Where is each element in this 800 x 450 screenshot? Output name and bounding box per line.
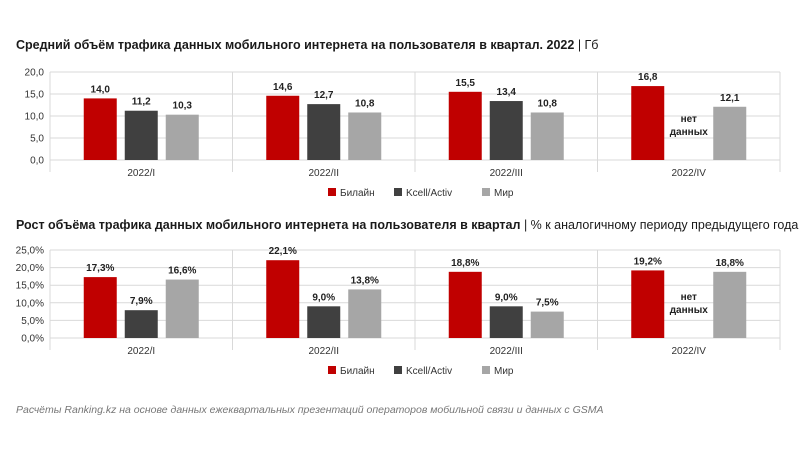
bar-Kcell/Activ: [489, 306, 523, 338]
legend-swatch: [394, 188, 402, 196]
bar-Билайн: [448, 271, 482, 338]
legend-swatch: [328, 188, 336, 196]
data-label: 10,8: [355, 98, 375, 109]
data-label: 18,8%: [716, 258, 744, 269]
x-tick-label: 2022/II: [308, 346, 339, 357]
legend-label: Мир: [494, 366, 514, 377]
bar-Мир: [165, 279, 199, 338]
chart-2-title-text: Рост объёма трафика данных мобильного ин…: [16, 218, 521, 232]
bar-Билайн: [631, 86, 665, 160]
no-data-label: нет данных: [670, 292, 709, 316]
bar-Мир: [713, 106, 747, 160]
data-label: 12,1: [720, 93, 740, 104]
bar-Kcell/Activ: [307, 306, 341, 338]
y-tick-label: 20,0: [25, 68, 45, 79]
data-label: 22,1%: [269, 246, 297, 257]
data-label: 7,5%: [536, 298, 559, 309]
x-tick-label: 2022/II: [308, 168, 339, 179]
x-tick-label: 2022/I: [127, 168, 155, 179]
data-label: 9,0%: [312, 292, 335, 303]
bar-Kcell/Activ: [307, 104, 341, 160]
legend-label: Kcell/Activ: [406, 188, 452, 199]
data-label: 13,4: [497, 87, 517, 98]
y-tick-label: 5,0: [30, 134, 44, 145]
x-tick-label: 2022/III: [490, 346, 523, 357]
bar-Kcell/Activ: [124, 110, 158, 160]
x-tick-label: 2022/IV: [672, 168, 707, 179]
x-tick-label: 2022/IV: [672, 346, 707, 357]
data-label: 14,0: [91, 84, 111, 95]
traffic-growth-chart: 0,0% 5,0% 10,0% 15,0% 20,0% 25,0% 17,3% 7,9% 16,…: [16, 246, 781, 377]
bar-Билайн: [83, 277, 117, 338]
bar-Мир: [348, 112, 382, 160]
chart-1-title-text: Средний объём трафика данных мобильного …: [16, 38, 575, 52]
legend-label: Мир: [494, 188, 514, 199]
bar-Kcell/Activ: [489, 101, 523, 160]
no-data-label: нет данных: [670, 114, 709, 138]
legend-label: Kcell/Activ: [406, 366, 452, 377]
bar-Мир: [348, 289, 382, 338]
data-label: 10,3: [173, 101, 193, 112]
data-label: 9,0%: [495, 292, 518, 303]
data-label: 19,2%: [634, 256, 662, 267]
bar-Билайн: [266, 95, 300, 160]
y-tick-label: 0,0: [30, 156, 44, 167]
bar-Мир: [165, 114, 199, 160]
chart-2-title: Рост объёма трафика данных мобильного ин…: [16, 218, 798, 232]
y-tick-label: 5,0%: [21, 316, 44, 327]
data-label: 17,3%: [86, 263, 114, 274]
data-label: 11,2: [132, 97, 151, 108]
data-label: 16,6%: [168, 266, 196, 277]
legend-label: Билайн: [340, 188, 375, 199]
data-label: 10,8: [538, 98, 558, 109]
y-tick-label: 20,0%: [16, 263, 44, 274]
y-tick-label: 0,0%: [21, 334, 44, 345]
data-label: 18,8%: [451, 258, 479, 269]
data-label: 14,6: [273, 82, 293, 93]
bar-Мир: [530, 112, 564, 160]
bar-Мир: [713, 271, 747, 338]
legend-label: Билайн: [340, 366, 375, 377]
chart-1-title: Средний объём трафика данных мобильного …: [16, 38, 598, 52]
y-tick-label: 25,0%: [16, 246, 44, 257]
legend-swatch: [394, 366, 402, 374]
legend-swatch: [482, 366, 490, 374]
bar-Билайн: [448, 91, 482, 160]
legend-swatch: [328, 366, 336, 374]
data-label: 13,8%: [351, 275, 379, 286]
data-label: 16,8: [638, 72, 658, 83]
x-tick-label: 2022/III: [490, 168, 523, 179]
bar-Мир: [530, 311, 564, 338]
x-tick-label: 2022/I: [127, 346, 155, 357]
data-label: 7,9%: [130, 296, 153, 307]
traffic-volume-chart: 0,0 5,0 10,0 15,0 20,0 14,0 11,2 10,3 2022/I 14,6…: [25, 68, 781, 199]
y-tick-label: 10,0: [25, 112, 45, 123]
bar-Билайн: [631, 270, 665, 338]
chart-1-unit: | Гб: [577, 38, 599, 52]
y-tick-label: 10,0%: [16, 298, 44, 309]
data-label: 12,7: [314, 90, 334, 101]
y-tick-label: 15,0: [25, 90, 45, 101]
bar-Kcell/Activ: [124, 310, 158, 338]
data-label: 15,5: [456, 78, 476, 89]
chart-2-unit: | % к аналогичному периоду предыдущего г…: [523, 218, 799, 232]
legend-swatch: [482, 188, 490, 196]
bar-Билайн: [83, 98, 117, 160]
bar-Билайн: [266, 260, 300, 338]
y-tick-label: 15,0%: [16, 281, 44, 292]
source-note: Расчёты Ranking.kz на основе данных ежек…: [16, 404, 604, 416]
